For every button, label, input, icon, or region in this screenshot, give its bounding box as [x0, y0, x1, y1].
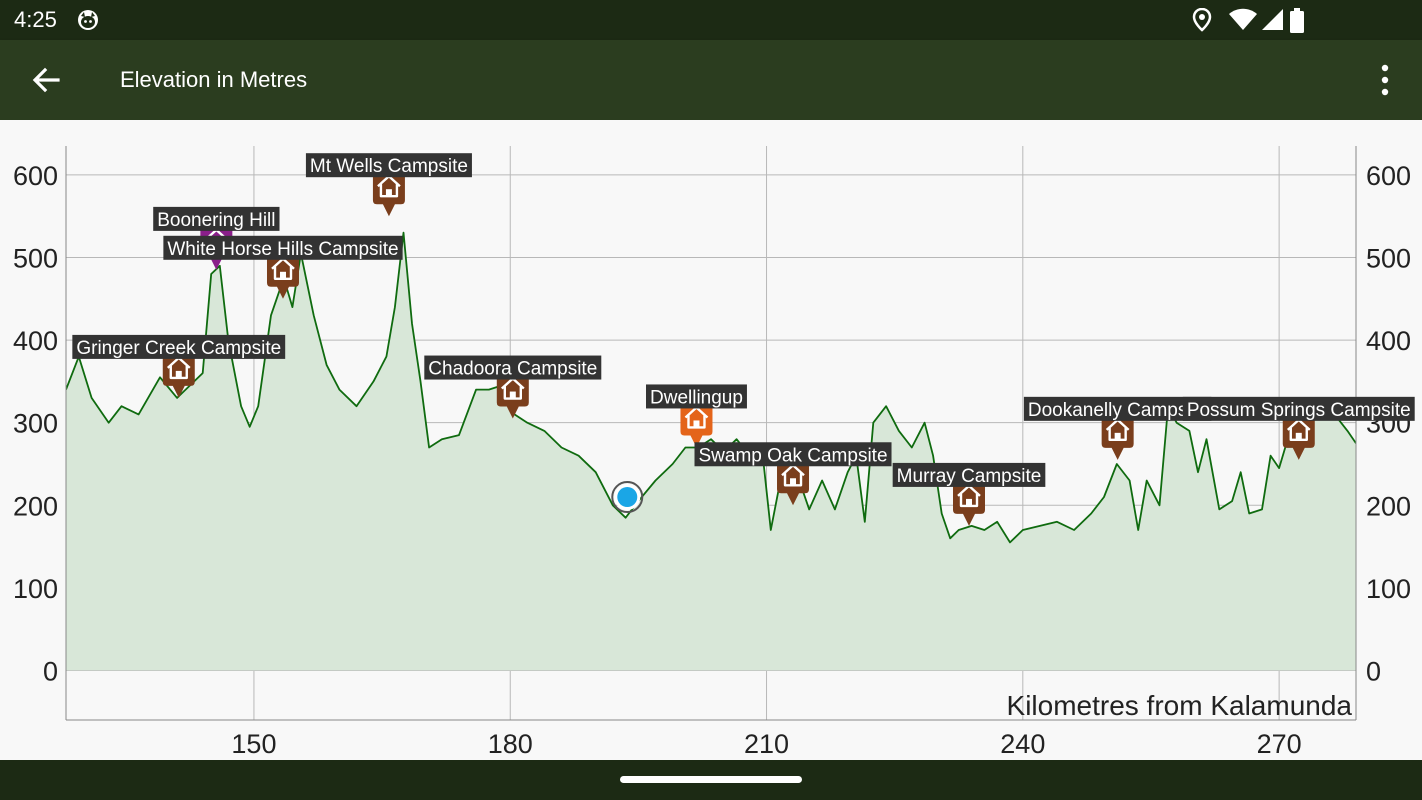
y-tick-label-right: 200 — [1366, 491, 1411, 521]
y-tick-label-left: 300 — [13, 409, 58, 439]
poi-label-dookanelly-campsite: Dookanelly Campsite — [1028, 400, 1208, 421]
back-button[interactable] — [24, 58, 68, 102]
y-tick-label-right: 400 — [1366, 326, 1411, 356]
poi-label-background — [892, 462, 1046, 487]
page-title: Elevation in Metres — [120, 67, 308, 92]
cell-signal-icon — [1262, 9, 1283, 30]
home-gesture-handle[interactable] — [620, 776, 802, 783]
elevation-chart[interactable]: 0 100 200 300 400 500 600 0 100 200 300 400 500 600 … — [0, 120, 1422, 760]
poi-marker-swamp-oak-campsite[interactable]: Swamp Oak Campsite — [694, 442, 892, 506]
poi-label-background — [1182, 396, 1415, 421]
navigation-bar — [0, 760, 1422, 800]
house-door — [790, 478, 797, 486]
y-tick-label-left: 500 — [13, 243, 58, 273]
y-tick-label-left: 400 — [13, 326, 58, 356]
current-location-ring — [611, 481, 644, 514]
poi-marker-mt-wells-campsite[interactable]: Mt Wells Campsite — [305, 153, 472, 217]
poi-markers[interactable]: Gringer Creek Campsite Boonering Hill Whit… — [72, 153, 1415, 526]
poi-label-background — [646, 384, 747, 409]
poi-label-background — [163, 235, 403, 260]
poi-label-chadoora-campsite: Chadoora Campsite — [428, 359, 597, 380]
poi-marker-white-horse-hills-campsite[interactable]: White Horse Hills Campsite — [163, 235, 403, 299]
poi-marker-possum-springs-campsite[interactable]: Possum Springs Campsite — [1182, 396, 1415, 460]
y-tick-label-left: 0 — [43, 656, 58, 686]
poi-label-swamp-oak-campsite: Swamp Oak Campsite — [699, 445, 888, 466]
x-axis-title: Kilometres from Kalamunda — [1007, 690, 1353, 721]
poi-label-possum-springs-campsite: Possum Springs Campsite — [1187, 400, 1411, 421]
house-door — [385, 189, 392, 197]
poi-marker-dookanelly-campsite[interactable]: Dookanelly Campsite — [1023, 396, 1212, 460]
house-door — [175, 370, 182, 378]
poi-label-mt-wells-campsite: Mt Wells Campsite — [310, 156, 468, 177]
location-icon — [1192, 8, 1212, 32]
poi-label-murray-campsite: Murray Campsite — [897, 466, 1042, 487]
poi-label-white-horse-hills-campsite: White Horse Hills Campsite — [167, 239, 398, 260]
poi-label-gringer-creek-campsite: Gringer Creek Campsite — [76, 338, 281, 359]
axis-frame — [65, 146, 1357, 721]
poi-label-background — [153, 206, 280, 231]
current-location-dot[interactable] — [617, 487, 638, 508]
house-door — [509, 391, 516, 399]
x-tick-label: 150 — [231, 729, 276, 759]
poi-label-background — [305, 153, 472, 178]
house-door — [966, 498, 972, 506]
poi-label-dwellingup: Dwellingup — [650, 387, 743, 408]
app-bar: Elevation in Metres — [0, 40, 1422, 120]
y-tick-label-right: 100 — [1366, 574, 1411, 604]
left-y-axis: 0 100 200 300 400 500 600 — [13, 161, 58, 687]
house-door — [279, 271, 286, 279]
poi-label-background — [1023, 396, 1212, 421]
poi-marker-gringer-creek-campsite[interactable]: Gringer Creek Campsite — [72, 334, 286, 398]
cat-face-icon — [77, 9, 99, 36]
y-tick-label-right: 0 — [1366, 656, 1381, 686]
poi-marker-dwellingup[interactable]: Dwellingup — [646, 384, 747, 448]
y-tick-label-left: 200 — [13, 491, 58, 521]
overflow-menu-button[interactable] — [1370, 60, 1400, 100]
poi-label-background — [424, 355, 602, 380]
y-tick-label-left: 600 — [13, 161, 58, 191]
status-bar: 4:25 — [0, 0, 1422, 40]
house-door — [1295, 432, 1302, 440]
poi-label-background — [72, 334, 286, 359]
x-axis: 150 180 210 240 270 — [231, 729, 1301, 759]
x-tick-label: 210 — [744, 729, 789, 759]
arrow-back-icon — [32, 67, 60, 93]
x-tick-label: 270 — [1257, 729, 1302, 759]
status-time: 4:25 — [14, 7, 57, 32]
house-door — [693, 420, 700, 428]
poi-marker-murray-campsite[interactable]: Murray Campsite — [892, 462, 1046, 526]
poi-label-boonering-hill: Boonering Hill — [157, 210, 275, 231]
wifi-icon — [1229, 8, 1257, 30]
x-tick-label: 240 — [1000, 729, 1045, 759]
y-tick-label-left: 100 — [13, 574, 58, 604]
x-tick-label: 180 — [488, 729, 533, 759]
y-tick-label-right: 600 — [1366, 161, 1411, 191]
house-door — [1114, 432, 1121, 440]
y-tick-label-right: 500 — [1366, 243, 1411, 273]
poi-marker-chadoora-campsite[interactable]: Chadoora Campsite — [424, 355, 602, 419]
battery-icon — [1290, 8, 1304, 33]
poi-label-background — [694, 442, 892, 467]
more-vert-icon — [1381, 64, 1389, 96]
